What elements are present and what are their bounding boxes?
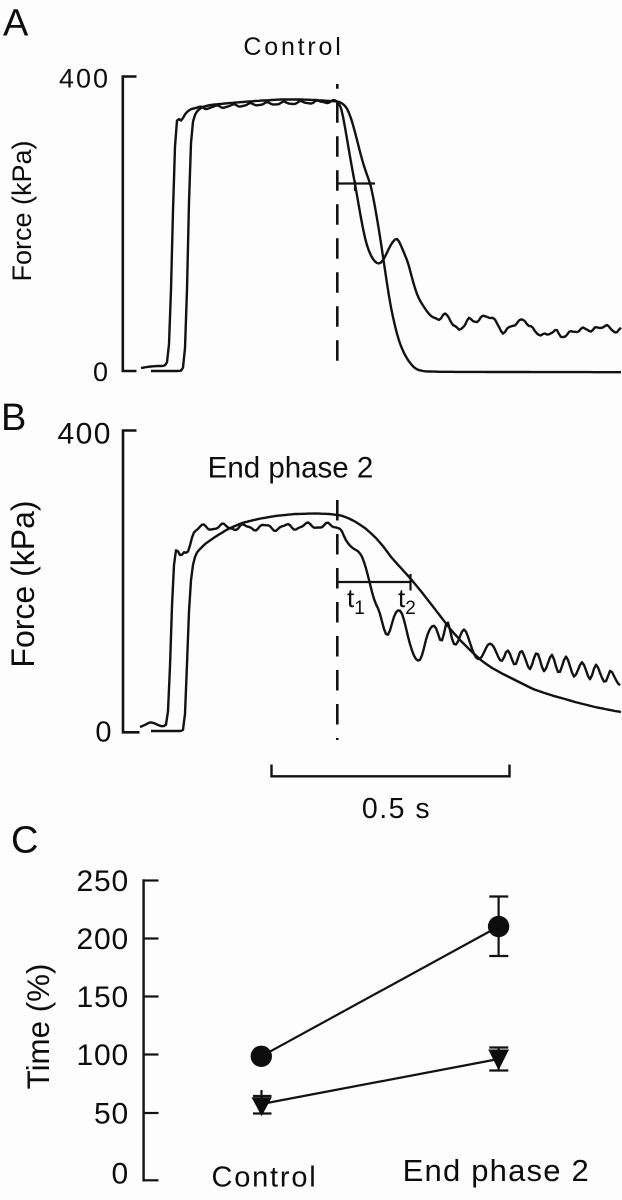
svg-text:Control: Control <box>243 33 343 61</box>
svg-text:0: 0 <box>93 357 108 387</box>
svg-text:0.5 s: 0.5 s <box>362 793 431 825</box>
svg-text:150: 150 <box>77 981 129 1014</box>
svg-text:A: A <box>3 3 29 45</box>
svg-text:C: C <box>11 820 38 862</box>
svg-text:End phase 2: End phase 2 <box>208 452 374 485</box>
svg-text:200: 200 <box>77 923 129 956</box>
svg-text:Force (kPa): Force (kPa) <box>7 140 37 281</box>
svg-text:Control: Control <box>211 1162 317 1194</box>
svg-text:End phase 2: End phase 2 <box>403 1153 590 1188</box>
svg-text:100: 100 <box>77 1039 129 1072</box>
svg-text:Force (kPa): Force (kPa) <box>5 500 41 667</box>
svg-text:0: 0 <box>95 717 111 749</box>
svg-text:400: 400 <box>59 64 110 94</box>
svg-text:Time (%): Time (%) <box>21 964 56 1090</box>
svg-text:0: 0 <box>112 1158 130 1191</box>
svg-text:B: B <box>1 397 26 439</box>
svg-text:400: 400 <box>57 418 112 451</box>
svg-text:50: 50 <box>94 1098 129 1131</box>
svg-text:250: 250 <box>77 865 129 898</box>
